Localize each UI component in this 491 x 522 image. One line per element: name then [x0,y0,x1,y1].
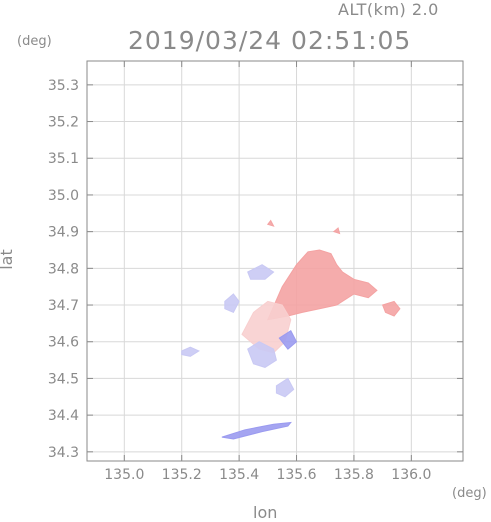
y-axis-unit: (deg) [17,34,52,49]
echo-region-negative-light [181,346,200,357]
x-tick-label: 135.4 [219,467,259,483]
tick-layer: 135.0 135.2 135.4 135.6 135.8 136.0 34.3 34.4 34… [48,61,463,483]
y-tick-label: 35.2 [48,115,79,131]
y-tick-label: 34.5 [48,371,79,387]
x-tick-label: 135.8 [334,467,374,483]
x-tick-label: 135.6 [276,467,316,483]
echo-region-negative [278,329,298,350]
grid-lines [87,61,463,461]
y-tick-label: 35.0 [48,188,79,204]
x-tick-label: 136.0 [391,467,431,483]
y-tick-label: 34.6 [48,335,79,351]
y-tick-label: 34.8 [48,261,79,277]
echo-region-negative [221,421,292,440]
altitude-label: ALT(km) 2.0 [338,0,439,19]
echo-region-negative-light [247,264,275,280]
echo-region-positive [381,300,401,317]
echo-region-positive [332,227,341,235]
x-axis-title: lon [253,503,278,522]
y-tick-label: 35.3 [48,78,79,94]
echo-region-positive [266,219,275,227]
echo-region-negative-light [224,293,240,314]
timestamp-title: 2019/03/24 02:51:05 [128,26,412,55]
x-axis-unit: (deg) [452,486,487,501]
y-tick-label: 34.9 [48,225,79,241]
echo-region-negative-light [247,341,277,368]
y-tick-label: 34.3 [48,445,79,461]
y-tick-label: 34.4 [48,408,79,424]
y-tick-label: 34.7 [48,298,79,314]
x-tick-label: 135.0 [104,467,144,483]
plot-frame [86,60,464,462]
echo-region-negative-light [275,377,295,398]
radar-echo-layer [181,219,401,440]
echo-region-positive [266,249,378,321]
y-tick-label: 35.1 [48,151,79,167]
x-tick-label: 135.2 [162,467,202,483]
